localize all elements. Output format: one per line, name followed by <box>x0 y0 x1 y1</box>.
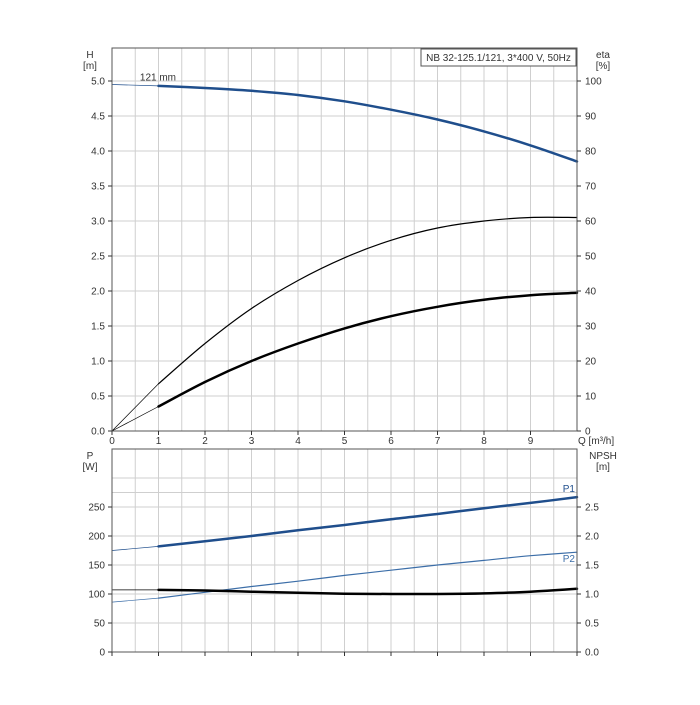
series-line <box>157 216 578 385</box>
y2-axis-unit: [%] <box>596 61 611 72</box>
y-tick-label: 2.5 <box>91 252 105 263</box>
y-tick-label: 3.5 <box>91 182 105 193</box>
x-tick-label: 3 <box>249 436 255 447</box>
series-extension-line <box>111 84 159 87</box>
y2-tick-label: 80 <box>585 147 597 158</box>
y-tick-label: 2.0 <box>91 287 105 298</box>
series-line <box>157 587 579 596</box>
chart-title: NB 32-125.1/121, 3*400 V, 50Hz <box>426 53 571 64</box>
y2-tick-label: 100 <box>585 77 602 88</box>
x-axis-title: Q [m³/h] <box>578 436 614 447</box>
series-extension-line <box>111 406 159 432</box>
y2-tick-label: 60 <box>585 217 597 228</box>
series-extension-line <box>111 597 159 603</box>
y-axis-title: P <box>87 451 94 462</box>
x-tick-label: 7 <box>435 436 441 447</box>
series-label: P2 <box>563 554 576 565</box>
x-tick-label: 5 <box>342 436 348 447</box>
title-box <box>420 48 577 67</box>
y2-axis-title: NPSH <box>589 451 617 462</box>
y-tick-label: 0.5 <box>91 392 105 403</box>
y-tick-label: 5.0 <box>91 77 105 88</box>
series-label: 121 mm <box>140 73 176 84</box>
x-tick-label: 0 <box>109 436 115 447</box>
axes-layer <box>108 47 581 656</box>
series-line <box>157 84 579 163</box>
y2-tick-label: 20 <box>585 357 597 368</box>
y2-tick-label: 40 <box>585 287 597 298</box>
y-tick-label: 200 <box>88 532 105 543</box>
x-tick-label: 8 <box>481 436 487 447</box>
y2-tick-label: 90 <box>585 112 597 123</box>
y-tick-label: 1.0 <box>91 357 105 368</box>
y-tick-label: 1.5 <box>91 322 105 333</box>
y2-tick-label: 2.5 <box>585 503 599 514</box>
y-tick-label: 4.5 <box>91 112 105 123</box>
series-line <box>157 291 579 408</box>
y-tick-label: 50 <box>94 619 106 630</box>
y2-tick-label: 1.5 <box>585 561 599 572</box>
y-axis-title: H <box>86 50 93 61</box>
y-tick-label: 0.0 <box>91 427 105 438</box>
x-tick-label: 2 <box>202 436 208 447</box>
y2-tick-label: 0.0 <box>585 648 599 659</box>
y2-tick-label: 50 <box>585 252 597 263</box>
y-tick-label: 100 <box>88 590 105 601</box>
y-axis-unit: [m] <box>83 61 97 72</box>
series-extension-line <box>111 383 159 432</box>
y2-tick-label: 0 <box>585 427 591 438</box>
x-tick-label: 9 <box>528 436 534 447</box>
y2-tick-label: 10 <box>585 392 597 403</box>
y2-tick-label: 1.0 <box>585 590 599 601</box>
text-layer: 0.00.51.01.52.02.53.03.54.04.55.00102030… <box>83 50 617 659</box>
y2-axis-title: eta <box>596 50 610 61</box>
x-tick-label: 6 <box>388 436 394 447</box>
series-label: P1 <box>563 484 576 495</box>
y-tick-label: 0 <box>99 648 105 659</box>
y-tick-label: 4.0 <box>91 147 105 158</box>
x-tick-label: 1 <box>156 436 162 447</box>
x-tick-label: 4 <box>295 436 301 447</box>
y2-tick-label: 70 <box>585 182 597 193</box>
series-line <box>157 551 578 599</box>
series-line <box>157 495 579 548</box>
y-tick-label: 150 <box>88 561 105 572</box>
y2-tick-label: 0.5 <box>585 619 599 630</box>
y-tick-label: 3.0 <box>91 217 105 228</box>
series-layer <box>111 84 579 603</box>
y2-tick-label: 2.0 <box>585 532 599 543</box>
y-axis-unit: [W] <box>83 462 98 473</box>
series-extension-line <box>111 546 159 551</box>
y2-axis-unit: [m] <box>596 462 610 473</box>
y-tick-label: 250 <box>88 503 105 514</box>
y2-tick-label: 30 <box>585 322 597 333</box>
